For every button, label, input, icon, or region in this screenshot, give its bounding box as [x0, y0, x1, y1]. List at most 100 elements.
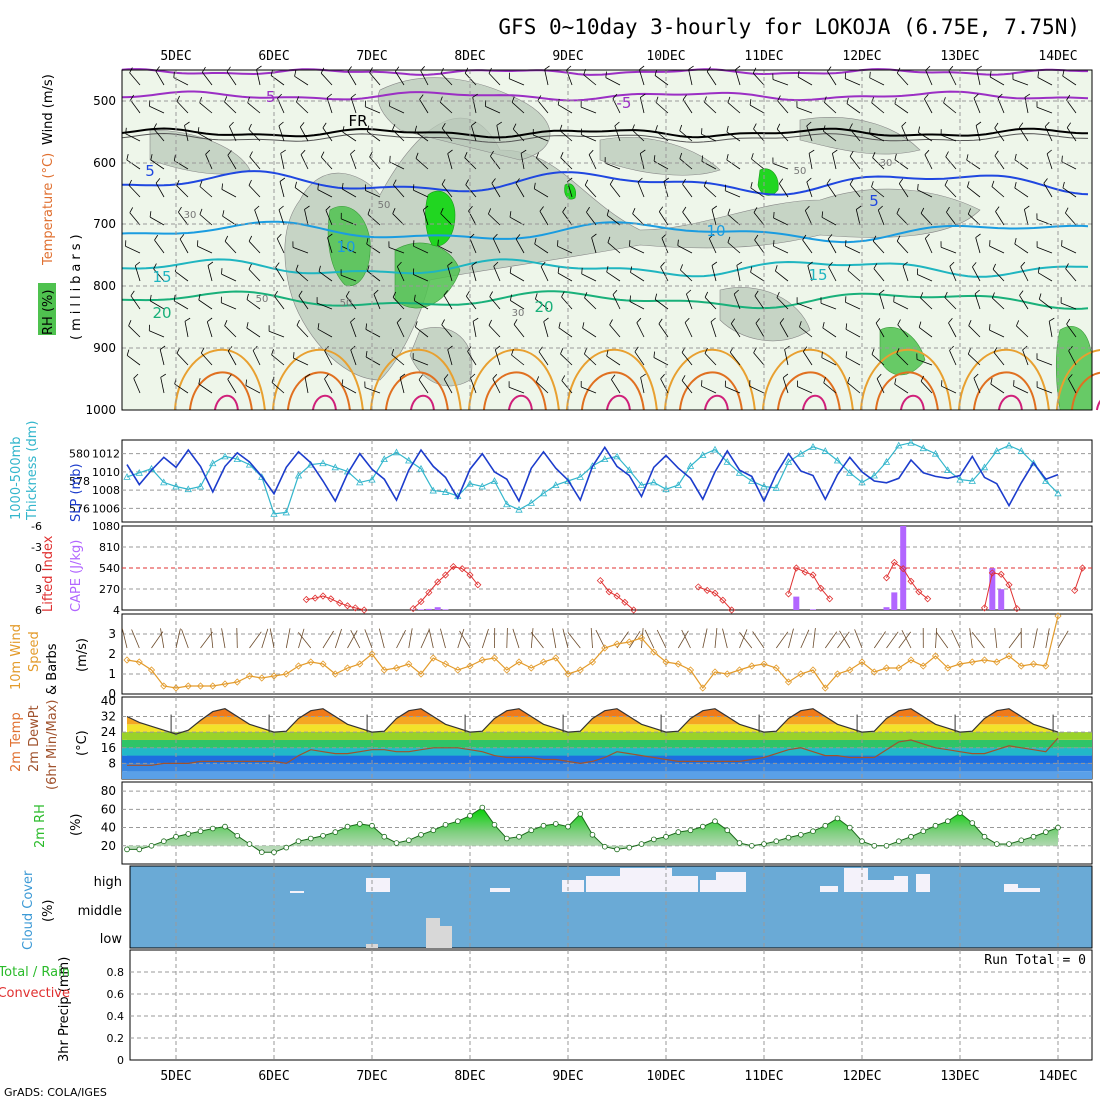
wind-barb — [304, 377, 309, 394]
thickness-marker — [821, 447, 829, 454]
tick-label: 540 — [99, 562, 120, 575]
wind-barb — [823, 382, 837, 394]
wind-barb — [875, 322, 885, 338]
wind-barb — [340, 274, 357, 282]
wind-barb-flag — [341, 182, 344, 190]
wind-barb — [496, 125, 501, 142]
wind-barb-flag — [418, 374, 423, 380]
wind-barb — [491, 183, 501, 198]
wind-barb — [441, 128, 453, 142]
wind-barb — [832, 153, 837, 170]
wind-barb — [561, 380, 573, 394]
wind-barb — [153, 268, 165, 282]
wind-speed-marker — [846, 666, 854, 674]
cloud-high-block — [820, 886, 838, 892]
wind-speed-marker — [441, 660, 450, 668]
wind-barb-10m — [739, 629, 748, 649]
wind-speed-marker — [735, 666, 744, 674]
rh-series — [124, 804, 1061, 855]
wind-barb — [1043, 182, 1053, 198]
temperature-band — [127, 724, 1058, 733]
wind-barb — [227, 155, 237, 170]
wind-barb-flag — [149, 294, 152, 301]
wind-barb — [1068, 378, 1077, 394]
wind-barb — [823, 101, 837, 114]
wind-barb — [413, 274, 429, 282]
wind-barb — [802, 239, 813, 254]
wind-barb-flag — [779, 318, 785, 324]
rh-marker — [258, 849, 265, 855]
thickness-marker — [846, 468, 854, 476]
wind-barb — [418, 379, 429, 394]
wind-barb — [1066, 127, 1077, 142]
wind10-label-4: (m/s) — [75, 638, 90, 672]
wind-barb-flag — [248, 179, 252, 186]
wind-barb-flag — [567, 177, 573, 182]
lifted-index-marker — [621, 598, 629, 606]
wind-barb-10m — [269, 628, 275, 649]
wind-barb-flag — [1062, 181, 1065, 188]
wind-speed-marker — [601, 644, 609, 652]
cloud-unit: (%) — [41, 900, 56, 923]
wind-speed-marker — [650, 648, 658, 656]
wind-barb-flag — [256, 65, 262, 70]
rh-marker — [810, 828, 816, 834]
wind-barb-10m — [322, 630, 334, 649]
rh-marker — [699, 823, 706, 830]
wind-barb — [773, 245, 789, 254]
tick-label: 578 — [69, 475, 90, 488]
rh-marker — [332, 829, 339, 835]
wind-barb — [894, 383, 909, 394]
tick-label: 32 — [101, 710, 116, 724]
wind-barb — [679, 158, 693, 170]
rh-marker — [626, 844, 633, 851]
wind-barb-flag — [973, 373, 979, 379]
wind-barb-flag — [443, 374, 449, 380]
wind-barb-flag — [782, 373, 789, 379]
wind-barb-10m — [951, 629, 961, 649]
wind-barb — [821, 216, 837, 226]
wind-barb — [1036, 246, 1053, 254]
wind-barb-flag — [178, 206, 182, 213]
wind-barb-flag — [222, 210, 225, 217]
wind-barb-flag — [869, 127, 871, 135]
wind-barb-flag — [515, 178, 520, 184]
temp-series — [126, 708, 1059, 766]
wind-barb-flag — [125, 127, 127, 134]
wind-barb — [1066, 323, 1077, 338]
wind-barb — [227, 379, 237, 394]
wind-barb-flag — [920, 292, 924, 299]
wind-barb-flag — [488, 319, 492, 326]
wind-barb-flag — [536, 376, 540, 383]
thickness-marker — [895, 441, 903, 449]
wind-barb — [392, 129, 405, 142]
rh-marker — [1006, 841, 1012, 847]
wind-barb — [917, 189, 933, 198]
wind-barb-flag — [994, 150, 999, 157]
wind-barb-flag — [658, 206, 664, 212]
wind-barb — [391, 354, 405, 366]
wind-barb-flag — [493, 261, 499, 267]
wind-speed-marker — [527, 664, 535, 672]
temperature-contour-line — [703, 394, 729, 411]
wind-barb — [918, 327, 933, 338]
wind-barb — [1014, 159, 1029, 170]
lifted-index-marker — [997, 570, 1005, 578]
wind-barb — [653, 357, 669, 366]
wind-barb-flag — [755, 318, 760, 324]
wind-speed-marker — [417, 670, 425, 678]
wind-barb-10m — [677, 630, 689, 649]
wind-barb — [155, 182, 165, 198]
temperature-contour-line — [121, 258, 1089, 278]
wind-barb — [752, 72, 765, 86]
wind-barb — [493, 266, 501, 282]
wind-barb-flag — [584, 348, 587, 355]
wind-barb-flag — [295, 264, 299, 271]
temp-grid — [122, 697, 1092, 779]
wind-barb-10m — [969, 628, 973, 649]
wind-barb — [1019, 295, 1029, 310]
wind-barb — [754, 295, 765, 310]
wind-barb — [634, 351, 645, 366]
temperature-contour-line — [369, 349, 462, 411]
